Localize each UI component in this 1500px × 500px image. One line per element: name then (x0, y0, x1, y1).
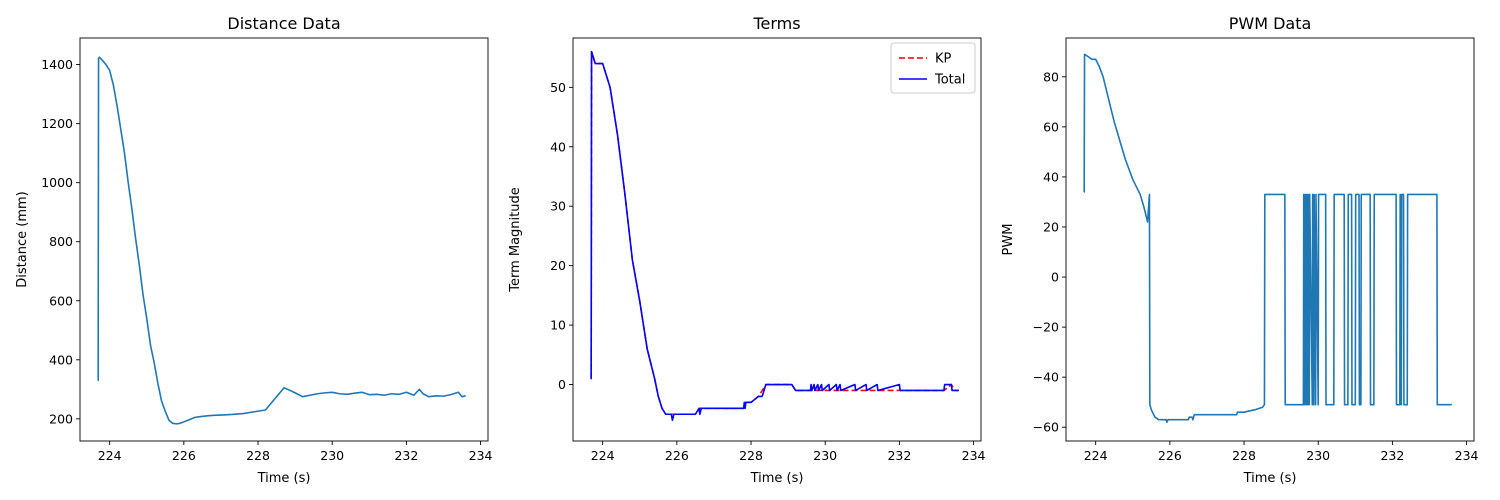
series-line-0 (97, 56, 466, 425)
x-tick-label: 230 (320, 448, 344, 463)
series-line-total (590, 50, 959, 422)
y-axis-label: Distance (mm) (15, 191, 30, 287)
legend-label: Total (934, 73, 965, 88)
plot-area (80, 38, 488, 441)
chart-title: Terms (752, 14, 800, 33)
y-axis-label: PWM (1001, 224, 1016, 256)
y-tick-label: 50 (550, 80, 566, 95)
legend-box (890, 42, 976, 94)
x-tick-label: 230 (1306, 448, 1330, 463)
y-tick-label: 1000 (41, 175, 73, 190)
chart-title: Distance Data (227, 14, 340, 33)
plot-area (1066, 38, 1474, 441)
x-tick-label: 228 (739, 448, 763, 463)
x-tick-label: 234 (962, 448, 986, 463)
y-axis-label: Term Magnitude (508, 187, 523, 293)
plot-frame (572, 37, 982, 442)
x-tick-label: 230 (813, 448, 837, 463)
x-tick-label: 228 (1232, 448, 1256, 463)
y-tick-label: 30 (550, 199, 566, 214)
y-tick-label: −40 (1033, 370, 1059, 385)
y-tick-label: 1200 (41, 116, 73, 131)
x-tick-label: 234 (469, 448, 493, 463)
plot-frame (79, 37, 489, 442)
x-tick-label: 234 (1455, 448, 1479, 463)
x-tick-label: 224 (1084, 448, 1108, 463)
y-tick-label: 1400 (41, 57, 73, 72)
x-axis-label: Time (s) (1243, 471, 1297, 486)
series-line-0 (1083, 53, 1452, 424)
x-tick-label: 232 (887, 448, 911, 463)
x-tick-label: 224 (591, 448, 615, 463)
y-tick-label: 20 (1043, 219, 1059, 234)
y-tick-label: 400 (49, 352, 73, 367)
y-tick-label: −20 (1033, 320, 1059, 335)
y-tick-label: 20 (550, 258, 566, 273)
y-tick-label: 60 (1043, 119, 1059, 134)
y-tick-label: 80 (1043, 69, 1059, 84)
x-axis-label: Time (s) (257, 471, 311, 486)
x-tick-label: 232 (394, 448, 418, 463)
x-tick-label: 226 (1158, 448, 1182, 463)
legend-label: KP (935, 52, 952, 67)
x-tick-label: 226 (172, 448, 196, 463)
legend: KP Total (890, 42, 976, 94)
terms-chart: 224 226 228 230 232 234 0 10 20 30 40 50 Terms Time (… (508, 14, 986, 486)
y-tick-label: 200 (49, 411, 73, 426)
y-tick-label: 800 (49, 234, 73, 249)
x-tick-label: 226 (665, 448, 689, 463)
y-tick-label: −60 (1033, 420, 1059, 435)
plot-frame (1065, 37, 1475, 442)
plot-area (573, 38, 981, 441)
x-axis-label: Time (s) (750, 471, 804, 486)
x-tick-label: 228 (246, 448, 270, 463)
y-tick-label: 40 (1043, 169, 1059, 184)
x-tick-label: 232 (1380, 448, 1404, 463)
distance-chart: 224 226 228 230 232 234 200 400 600 800 1000 1200 14… (15, 14, 493, 486)
y-tick-label: 0 (1051, 270, 1059, 285)
y-tick-label: 10 (550, 318, 566, 333)
y-tick-label: 0 (558, 377, 566, 392)
y-tick-label: 40 (550, 139, 566, 154)
x-tick-label: 224 (98, 448, 122, 463)
y-tick-label: 600 (49, 293, 73, 308)
pwm-chart: 224 226 228 230 232 234 −60 −40 −20 0 20 40 60 80 PWM … (1001, 14, 1479, 486)
chart-title: PWM Data (1229, 14, 1312, 33)
